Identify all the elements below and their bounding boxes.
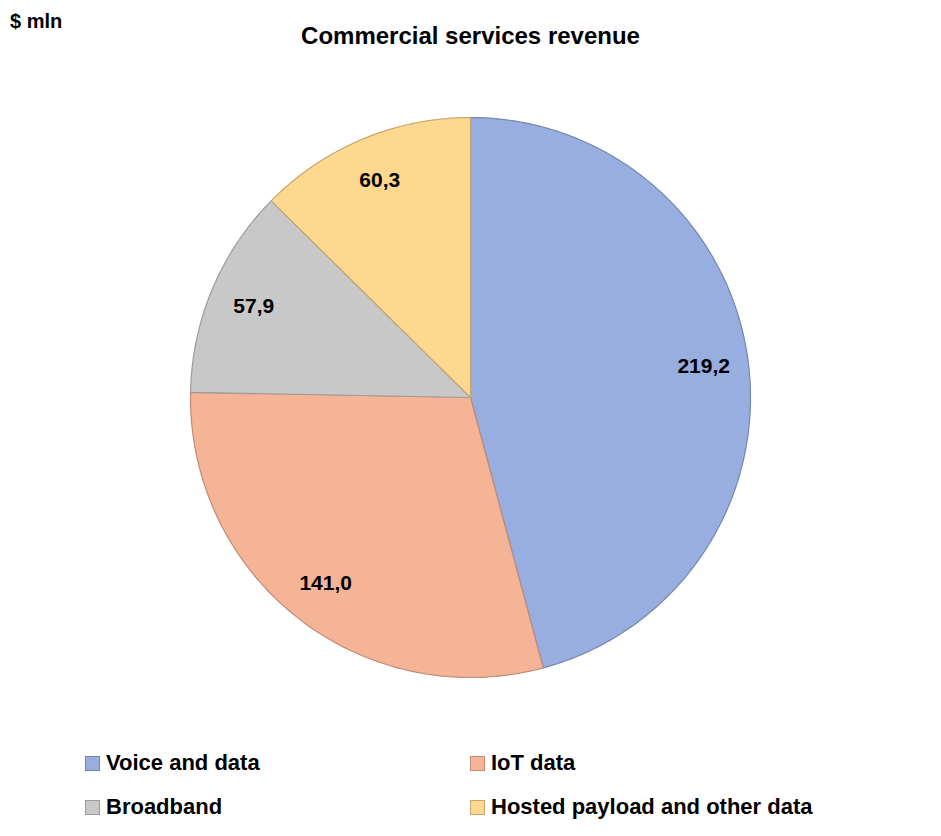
html-text:Commercial services revenue: Commercial services revenue bbox=[301, 22, 640, 49]
html-text:Broadband: Broadband bbox=[106, 794, 223, 819]
svg-text:219,2: 219,2 bbox=[677, 354, 730, 377]
html-text:$ mln: $ mln bbox=[10, 10, 63, 32]
svg-text:60,3: 60,3 bbox=[359, 168, 400, 191]
svg-text:57,9: 57,9 bbox=[233, 294, 274, 317]
svg-text:141,0: 141,0 bbox=[299, 571, 352, 594]
html-text:Hosted payload and other data: Hosted payload and other data bbox=[491, 794, 813, 819]
html-text:Voice and data: Voice and data bbox=[106, 750, 260, 775]
html-text:IoT data: IoT data bbox=[491, 750, 576, 775]
